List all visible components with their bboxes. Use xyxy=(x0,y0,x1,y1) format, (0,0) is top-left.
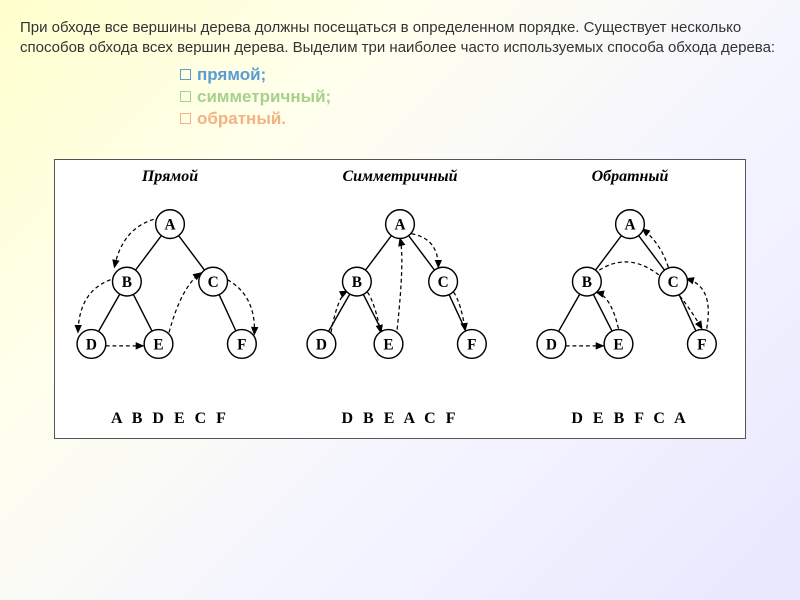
svg-text:C: C xyxy=(438,274,449,291)
methods-list: прямой; симметричный; обратный. xyxy=(180,65,780,129)
svg-text:F: F xyxy=(697,336,706,353)
svg-text:C: C xyxy=(668,274,679,291)
svg-text:D: D xyxy=(546,336,557,353)
svg-text:E: E xyxy=(153,336,163,353)
svg-text:D: D xyxy=(86,336,97,353)
diagram-panel: Прямой A B C D E F A B D E C F Симметричный A… xyxy=(54,159,746,439)
method-label: обратный. xyxy=(197,109,286,129)
traversal-sequence: D B E A C F xyxy=(285,410,515,428)
svg-text:A: A xyxy=(164,216,175,233)
tree-svg: A B C D E F xyxy=(55,196,285,396)
svg-text:E: E xyxy=(383,336,393,353)
method-item-symmetric: симметричный; xyxy=(180,87,780,107)
bullet-icon xyxy=(180,69,191,80)
tree-svg: A B C D E F xyxy=(515,196,745,396)
svg-text:C: C xyxy=(208,274,219,291)
method-item-direct: прямой; xyxy=(180,65,780,85)
svg-text:B: B xyxy=(122,274,132,291)
bullet-icon xyxy=(180,91,191,102)
method-label: прямой; xyxy=(197,65,266,85)
tree-title: Обратный xyxy=(515,168,745,186)
tree-preorder: Прямой A B C D E F A B D E C F xyxy=(55,160,285,438)
svg-text:D: D xyxy=(316,336,327,353)
svg-text:A: A xyxy=(624,216,635,233)
svg-text:E: E xyxy=(613,336,623,353)
intro-text: При обходе все вершины дерева должны пос… xyxy=(20,18,780,59)
tree-postorder: Обратный A B C D E F D E B F C A xyxy=(515,160,745,438)
tree-title: Симметричный xyxy=(285,168,515,186)
method-label: симметричный; xyxy=(197,87,331,107)
svg-text:F: F xyxy=(237,336,246,353)
method-item-reverse: обратный. xyxy=(180,109,780,129)
svg-text:B: B xyxy=(582,274,592,291)
traversal-sequence: A B D E C F xyxy=(55,410,285,428)
svg-text:F: F xyxy=(467,336,476,353)
svg-text:B: B xyxy=(352,274,362,291)
tree-title: Прямой xyxy=(55,168,285,186)
tree-svg: A B C D E F xyxy=(285,196,515,396)
traversal-sequence: D E B F C A xyxy=(515,410,745,428)
svg-text:A: A xyxy=(394,216,405,233)
bullet-icon xyxy=(180,113,191,124)
tree-inorder: Симметричный A B C D E F D B E A C F xyxy=(285,160,515,438)
